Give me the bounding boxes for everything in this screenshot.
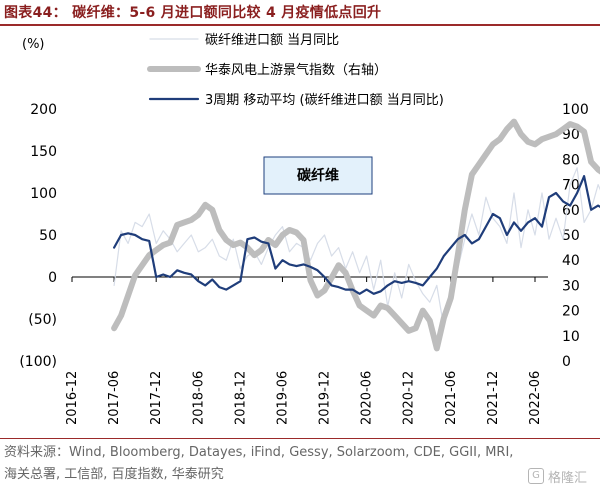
left-axis-tick-label: 50 bbox=[39, 228, 57, 244]
right-axis-tick-label: 90 bbox=[562, 127, 580, 143]
x-axis-labels: 2016-12 2017-06 2017-12 2018-06 2018-12 2019-… bbox=[65, 371, 543, 425]
legend-label: 华泰风电上游景气指数（右轴） bbox=[205, 62, 387, 78]
header-rule bbox=[0, 24, 600, 26]
x-axis-tick-label: 2016-12 bbox=[65, 371, 80, 425]
right-axis-tick-label: 40 bbox=[562, 253, 580, 269]
x-axis-tick-label: 2018-12 bbox=[233, 371, 248, 425]
series-line bbox=[111, 118, 600, 352]
left-axis-ticks: 200 150 100 50 0 (50) (100) bbox=[19, 102, 57, 370]
right-axis-tick-label: 10 bbox=[562, 329, 580, 345]
footer-rule bbox=[0, 438, 600, 439]
left-axis-tick-label: 100 bbox=[30, 186, 57, 202]
left-axis-tick-label: 150 bbox=[30, 144, 57, 160]
x-axis-tick-label: 2019-06 bbox=[275, 371, 290, 425]
left-axis-tick-label: (100) bbox=[19, 354, 57, 370]
x-axis-tick-label: 2017-12 bbox=[149, 371, 164, 425]
watermark-text: 格隆汇 bbox=[548, 471, 588, 486]
x-axis-tick-label: 2017-06 bbox=[107, 371, 122, 425]
right-axis-tick-label: 0 bbox=[562, 354, 571, 370]
legend-label: 碳纤维进口额 当月同比 bbox=[205, 33, 339, 48]
x-axis-tick-label: 2020-12 bbox=[402, 371, 417, 425]
watermark: G 格隆汇 bbox=[528, 466, 596, 486]
x-axis-tick-label: 2021-12 bbox=[486, 371, 501, 425]
chart-header: 图表44： 碳纤维：5-6 月进口额同比较 4 月疫情低点回升 bbox=[0, 0, 600, 24]
series-line bbox=[113, 167, 600, 328]
right-axis-tick-label: 30 bbox=[562, 278, 580, 294]
x-axis-tick-label: 2021-06 bbox=[444, 371, 459, 425]
annotation-box: 碳纤维 bbox=[263, 156, 373, 195]
x-axis-tick-label: 2019-12 bbox=[318, 371, 333, 425]
right-axis-tick-label: 80 bbox=[562, 152, 580, 168]
left-axis-tick-label: (50) bbox=[28, 312, 57, 328]
left-axis-unit: (%) bbox=[22, 37, 45, 52]
x-axis-tick-label: 2018-06 bbox=[191, 371, 206, 425]
right-axis-tick-label: 20 bbox=[562, 304, 580, 320]
right-axis-tick-label: 50 bbox=[562, 228, 580, 244]
source-note: 资料来源：Wind, Bloomberg, Datayes, iFind, Ge… bbox=[4, 445, 514, 482]
x-axis-tick-label: 2022-06 bbox=[528, 371, 543, 425]
right-axis-tick-label: 70 bbox=[562, 178, 580, 194]
x-axis-ticks bbox=[71, 277, 536, 282]
watermark-logo-icon: G bbox=[528, 468, 544, 484]
right-axis-tick-label: 100 bbox=[562, 102, 589, 118]
series-layer bbox=[111, 118, 600, 352]
annotation-label: 碳纤维 bbox=[297, 167, 339, 184]
left-axis-tick-label: 200 bbox=[30, 102, 57, 118]
x-axis-tick-label: 2020-06 bbox=[360, 371, 375, 425]
legend-label: 3周期 移动平均 (碳纤维进口额 当月同比) bbox=[205, 93, 444, 108]
series-line bbox=[112, 175, 600, 295]
left-axis-tick-label: 0 bbox=[48, 270, 57, 286]
chart-title: 图表44： 碳纤维：5-6 月进口额同比较 4 月疫情低点回升 bbox=[4, 5, 382, 21]
